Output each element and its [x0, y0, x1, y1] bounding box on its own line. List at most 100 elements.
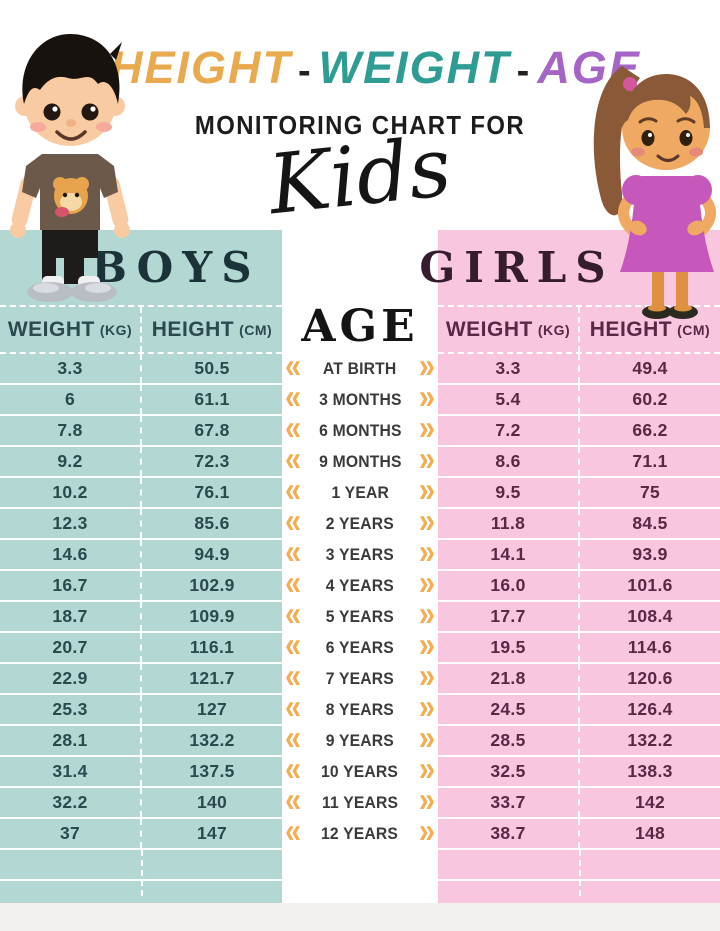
- table-row: 33.7 142: [438, 788, 720, 819]
- boys-weight-header: WEIGHT (KG): [0, 307, 140, 352]
- chevrons-left-icon: «: [285, 564, 302, 604]
- age-column: AGE « AT BIRTH » « 3 MONTHS » « 6 MONTHS » « 9 MON…: [282, 230, 438, 903]
- height-cell: 49.4: [578, 354, 720, 383]
- height-unit-label: (CM): [239, 321, 273, 338]
- bottom-margin-strip: [0, 903, 720, 931]
- girls-table-footer: [438, 850, 720, 903]
- table-row: 3.3 50.5: [0, 354, 282, 385]
- chevrons-left-icon: «: [285, 812, 302, 852]
- table-row: 12.3 85.6: [0, 509, 282, 540]
- chart-tables: BOYS WEIGHT (KG) HEIGHT (CM) 3.3 50.5 6 61.…: [0, 230, 720, 903]
- table-row: 31.4 137.5: [0, 757, 282, 788]
- weight-cell: 10.2: [52, 482, 88, 502]
- table-row: 5.4 60.2: [438, 385, 720, 416]
- chevrons-right-icon: »: [418, 595, 435, 635]
- height-cell: 147: [140, 819, 282, 848]
- chevrons-left-icon: «: [285, 440, 302, 480]
- age-label: 3 YEARS: [325, 546, 395, 564]
- weight-cell: 5.4: [495, 389, 521, 409]
- age-row: « AT BIRTH »: [282, 350, 438, 385]
- height-cell: 120.6: [578, 664, 720, 693]
- age-rows: « AT BIRTH » « 3 MONTHS » « 6 MONTHS » « 9 MONTHS »…: [282, 350, 438, 852]
- weight-cell: 32.5: [490, 761, 526, 781]
- age-row: « 3 YEARS »: [282, 535, 438, 571]
- age-row: « 7 YEARS »: [282, 659, 438, 695]
- weight-cell: 22.9: [52, 668, 88, 688]
- weight-cell: 8.6: [495, 451, 521, 471]
- height-cell: 116.1: [140, 633, 282, 662]
- weight-cell: 19.5: [490, 637, 526, 657]
- weight-cell: 24.5: [490, 699, 526, 719]
- girl-cartoon-illustration: [578, 44, 720, 320]
- height-cell: 109.9: [140, 602, 282, 631]
- height-cell: 127: [140, 695, 282, 724]
- chevrons-right-icon: »: [418, 688, 435, 728]
- chevrons-left-icon: «: [285, 750, 302, 790]
- chevrons-right-icon: »: [418, 657, 435, 697]
- chevrons-right-icon: »: [418, 626, 435, 666]
- girls-table: GIRLS WEIGHT (KG) HEIGHT (CM) 3.3 49.4 5.4…: [419, 230, 720, 903]
- weight-cell: 3.3: [57, 358, 83, 378]
- title-word-height: HEIGHT: [110, 42, 293, 93]
- chevrons-right-icon: »: [418, 781, 435, 821]
- age-label: 5 YEARS: [325, 608, 395, 626]
- weight-cell: 14.1: [490, 544, 526, 564]
- table-row: 38.7 148: [438, 819, 720, 850]
- chevrons-right-icon: »: [418, 502, 435, 542]
- weight-unit-label: (KG): [99, 321, 133, 338]
- table-row: 28.5 132.2: [438, 726, 720, 757]
- chevrons-right-icon: »: [418, 719, 435, 759]
- weight-cell: 28.1: [52, 730, 88, 750]
- weight-cell: 7.2: [495, 420, 521, 440]
- age-label: AT BIRTH: [323, 360, 397, 378]
- table-row: 19.5 114.6: [438, 633, 720, 664]
- age-row: « 10 YEARS »: [282, 752, 438, 788]
- age-label: 11 YEARS: [321, 794, 399, 812]
- table-row: 18.7 109.9: [0, 602, 282, 633]
- age-column-title: AGE: [301, 301, 419, 352]
- age-row: « 6 YEARS »: [282, 628, 438, 664]
- age-label: 10 YEARS: [321, 763, 399, 781]
- height-cell: 61.1: [140, 385, 282, 414]
- height-unit-label: (CM): [677, 321, 711, 338]
- height-cell: 132.2: [140, 726, 282, 755]
- height-cell: 132.2: [578, 726, 720, 755]
- table-row: 16.7 102.9: [0, 571, 282, 602]
- height-cell: 148: [578, 819, 720, 848]
- age-label: 9 MONTHS: [318, 453, 402, 471]
- chevrons-right-icon: »: [418, 347, 435, 387]
- boys-column-headers: WEIGHT (KG) HEIGHT (CM): [0, 305, 282, 354]
- age-row: « 5 YEARS »: [282, 597, 438, 633]
- boy-cartoon-illustration: [2, 26, 138, 302]
- chevrons-left-icon: «: [285, 471, 302, 511]
- chevrons-left-icon: «: [285, 378, 302, 418]
- weight-unit-label: (KG): [537, 321, 571, 338]
- boys-table-title: BOYS: [91, 243, 261, 292]
- weight-cell: 20.7: [52, 637, 88, 657]
- height-cell: 137.5: [140, 757, 282, 786]
- table-row: 9.2 72.3: [0, 447, 282, 478]
- title-separator: -: [298, 50, 313, 92]
- weight-cell: 7.8: [57, 420, 83, 440]
- height-cell: 101.6: [578, 571, 720, 600]
- table-row: 7.2 66.2: [438, 416, 720, 447]
- height-cell: 94.9: [140, 540, 282, 569]
- boys-table-footer: [0, 850, 282, 903]
- age-label: 1 YEAR: [331, 484, 389, 502]
- weight-cell: 9.5: [495, 482, 521, 502]
- height-cell: 142: [578, 788, 720, 817]
- height-cell: 121.7: [140, 664, 282, 693]
- table-row: 10.2 76.1: [0, 478, 282, 509]
- weight-cell: 32.2: [52, 792, 88, 812]
- height-cell: 84.5: [578, 509, 720, 538]
- height-cell: 67.8: [140, 416, 282, 445]
- chevrons-right-icon: »: [418, 812, 435, 852]
- weight-cell: 12.3: [52, 513, 88, 533]
- table-row: 8.6 71.1: [438, 447, 720, 478]
- boys-table: BOYS WEIGHT (KG) HEIGHT (CM) 3.3 50.5 6 61.…: [0, 230, 282, 903]
- weight-cell: 16.0: [490, 575, 526, 595]
- table-row: 25.3 127: [0, 695, 282, 726]
- table-row: 28.1 132.2: [0, 726, 282, 757]
- height-cell: 60.2: [578, 385, 720, 414]
- height-cell: 114.6: [578, 633, 720, 662]
